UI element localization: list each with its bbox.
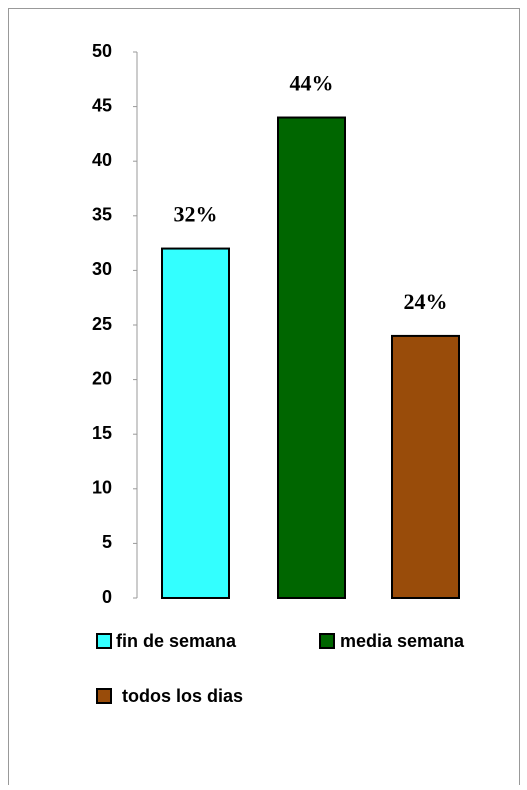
legend-label: media semana	[340, 631, 465, 651]
y-tick-label: 0	[102, 587, 112, 607]
legend-swatch	[96, 688, 112, 704]
bar	[161, 247, 230, 599]
value-label: 24%	[404, 289, 448, 314]
y-tick-label: 25	[92, 314, 112, 334]
value-label: 44%	[290, 71, 334, 96]
value-label: 32%	[174, 202, 218, 227]
legend-label: fin de semana	[116, 631, 237, 651]
y-tick-label: 15	[92, 423, 112, 443]
bar	[391, 334, 460, 599]
y-tick-label: 30	[92, 259, 112, 279]
y-tick-label: 45	[92, 95, 112, 115]
y-tick-label: 10	[92, 478, 112, 498]
y-tick-label: 20	[92, 368, 112, 388]
y-tick-label: 40	[92, 150, 112, 170]
y-tick-label: 35	[92, 205, 112, 225]
bar	[277, 116, 346, 600]
y-tick-label: 50	[92, 41, 112, 61]
legend-swatch	[96, 633, 112, 649]
legend-swatch	[319, 633, 335, 649]
y-tick-label: 5	[102, 532, 112, 552]
legend-label: todos los dias	[122, 686, 243, 706]
chart-border	[8, 8, 520, 785]
